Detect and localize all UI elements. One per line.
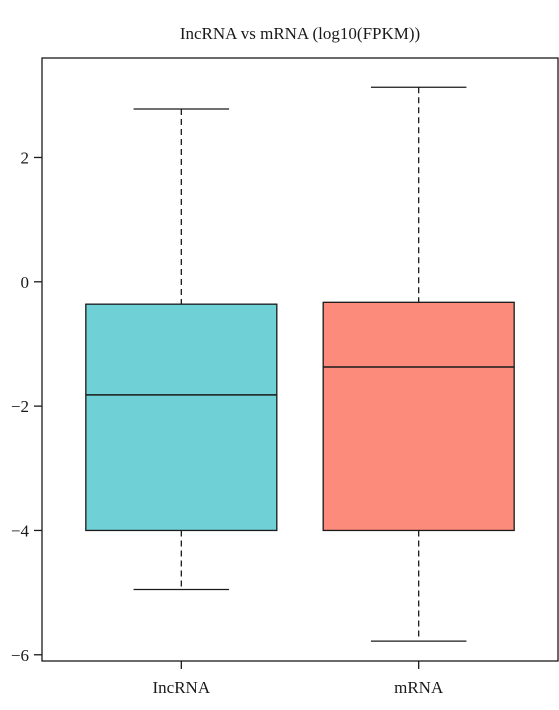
y-tick-label: −4 bbox=[11, 521, 30, 540]
box-iqr bbox=[322, 301, 515, 532]
x-tick-label: IncRNA bbox=[153, 678, 211, 697]
y-tick-label: −2 bbox=[11, 397, 29, 416]
box-incrna bbox=[85, 108, 278, 591]
chart-title: IncRNA vs mRNA (log10(FPKM)) bbox=[180, 24, 420, 43]
y-tick-label: 2 bbox=[21, 148, 30, 167]
y-tick-label: −6 bbox=[11, 646, 29, 665]
box-iqr bbox=[85, 303, 278, 532]
y-tick-label: 0 bbox=[21, 273, 30, 292]
x-tick-label: mRNA bbox=[394, 678, 444, 697]
y-axis: 2 0 −2 −4 −6 bbox=[11, 148, 42, 665]
plot-frame bbox=[41, 57, 559, 662]
boxes bbox=[85, 86, 515, 642]
x-axis: IncRNA mRNA bbox=[153, 661, 444, 697]
box-mrna bbox=[322, 86, 515, 642]
